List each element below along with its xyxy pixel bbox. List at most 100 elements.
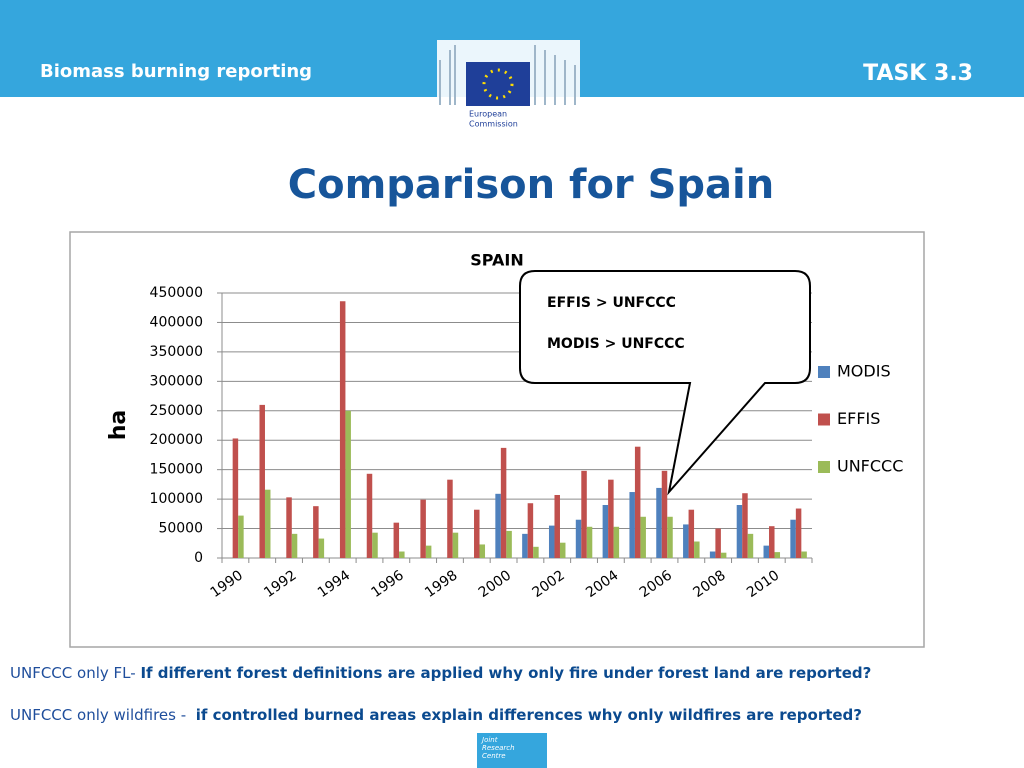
bar	[581, 470, 587, 558]
bar	[232, 438, 239, 558]
y-tick-label: 150000	[150, 462, 203, 478]
bar	[393, 522, 400, 558]
bar	[264, 489, 271, 558]
bar	[474, 509, 480, 558]
bar	[366, 473, 373, 558]
bar	[548, 525, 555, 558]
legend-label: EFFIS	[837, 409, 880, 428]
bar	[694, 541, 700, 558]
bar	[795, 508, 802, 558]
bar	[709, 551, 716, 558]
callout-text: EFFIS > UNFCCC	[547, 295, 676, 311]
logo-label: Commission	[469, 120, 518, 129]
logo-label-bg	[466, 106, 530, 132]
bar	[313, 506, 319, 558]
bar	[447, 479, 453, 558]
bar	[774, 552, 781, 558]
note: UNFCCC only wildfires - if controlled bu…	[10, 706, 862, 724]
bar	[602, 505, 609, 558]
bar	[259, 404, 265, 558]
bar	[372, 532, 378, 558]
bar	[291, 533, 298, 558]
bar	[640, 516, 646, 558]
jrc-label: Research	[482, 744, 515, 752]
ec-logo: European Commission	[437, 40, 580, 132]
jrc-logo	[477, 733, 547, 768]
note-question: if controlled burned areas explain diffe…	[195, 706, 862, 724]
bar	[420, 499, 426, 558]
bar	[479, 544, 486, 558]
bar	[790, 519, 796, 558]
bar	[495, 493, 501, 558]
y-tick-label: 50000	[158, 521, 203, 537]
bar	[399, 551, 405, 558]
bar	[238, 515, 244, 558]
bar	[506, 530, 512, 558]
note: UNFCCC only FL- If different forest defi…	[10, 664, 871, 682]
bar	[559, 542, 566, 558]
header-right: TASK 3.3	[863, 61, 973, 86]
bar	[425, 545, 432, 558]
bar	[345, 410, 351, 558]
legend-label: MODIS	[837, 362, 891, 381]
legend-swatch	[818, 461, 830, 473]
y-tick-label: 0	[194, 550, 203, 566]
bar	[720, 552, 727, 558]
bar	[286, 497, 292, 558]
bar	[452, 532, 459, 558]
logo-building	[439, 45, 576, 105]
legend-swatch	[818, 413, 830, 426]
bar	[318, 538, 325, 558]
bar	[522, 533, 528, 558]
y-tick-label: 200000	[150, 432, 203, 448]
note-lead: UNFCCC only FL-	[10, 664, 136, 682]
bar	[586, 526, 593, 558]
eu-flag	[466, 62, 530, 106]
jrc-label: Centre	[482, 752, 506, 760]
y-axis-title: ha	[106, 410, 131, 441]
bar	[634, 446, 641, 558]
bar	[742, 493, 748, 558]
slide-title: Comparison for Spain	[288, 162, 774, 208]
y-tick-label: 100000	[150, 491, 203, 507]
bar	[801, 551, 807, 558]
bar	[715, 528, 721, 558]
header-left: Biomass burning reporting	[40, 61, 312, 82]
bar	[339, 301, 346, 558]
callout: EFFIS > UNFCCC MODIS > UNFCCC	[519, 270, 811, 496]
plot: 0 50000 100000 150000 200000 250000 300000 3500…	[150, 285, 904, 601]
note-question: If different forest definitions are appl…	[140, 664, 872, 682]
y-tick-label: 400000	[150, 314, 203, 330]
bar	[769, 526, 775, 558]
y-tick-label: 300000	[150, 373, 203, 389]
logo-label: European	[469, 110, 507, 119]
bar	[667, 516, 673, 558]
bar	[629, 492, 635, 558]
callout-shape	[519, 270, 811, 496]
bar	[683, 524, 689, 558]
bar	[736, 505, 743, 558]
legend-label: UNFCCC	[837, 457, 903, 476]
bar	[608, 479, 614, 558]
chart-title: SPAIN	[470, 251, 524, 270]
bar	[656, 487, 662, 558]
bar	[763, 545, 770, 558]
jrc-label: Joint	[480, 736, 498, 744]
note-lead: UNFCCC only wildfires -	[10, 706, 187, 724]
bar	[661, 470, 668, 558]
bar	[533, 546, 539, 558]
y-tick-label: 250000	[150, 403, 203, 419]
bar	[554, 494, 560, 558]
y-tick-label: 350000	[150, 344, 203, 360]
bar	[613, 526, 620, 558]
callout-text: MODIS > UNFCCC	[547, 336, 685, 352]
bar	[527, 503, 534, 558]
bar	[575, 519, 582, 558]
bar	[688, 509, 695, 558]
legend-swatch	[818, 366, 830, 378]
eu-stars	[482, 68, 514, 100]
bar	[747, 533, 754, 558]
y-tick-label: 450000	[150, 285, 203, 301]
